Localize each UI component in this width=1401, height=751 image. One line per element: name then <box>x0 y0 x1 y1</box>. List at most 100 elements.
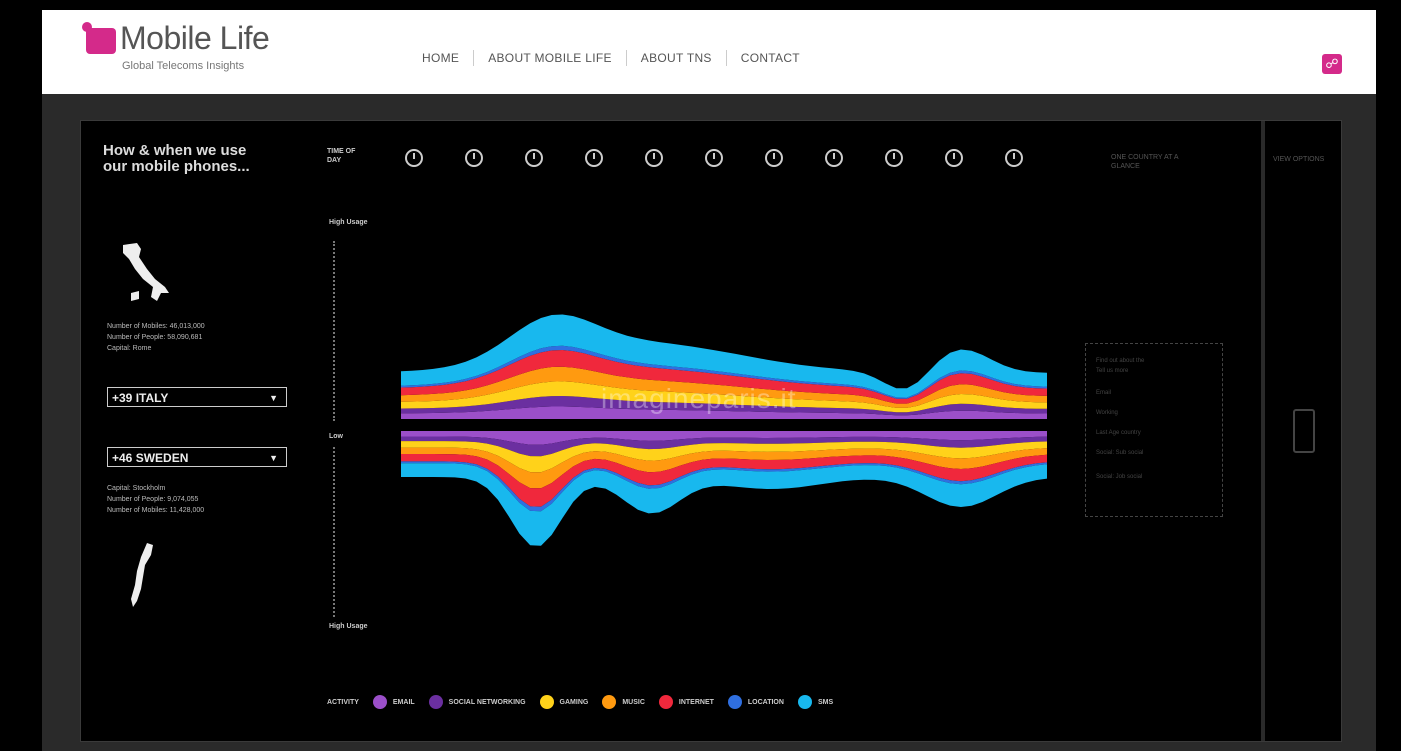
stream-layer-social-networking <box>401 436 1047 457</box>
legend-dot <box>658 695 673 709</box>
clock-icon <box>945 149 963 167</box>
legend-dot <box>372 695 387 709</box>
stream-layer-location <box>401 345 1047 399</box>
axis-bottom-label: High Usage <box>329 623 368 630</box>
legend-item-internet[interactable]: INTERNET <box>658 695 714 709</box>
axis-line-bottom <box>333 447 336 617</box>
clock-icon <box>465 149 483 167</box>
logo-title: Mobile Life <box>120 20 270 56</box>
info-line: Social: Job social <box>1096 474 1143 480</box>
stream-layer-gaming <box>401 381 1047 413</box>
clock-icon <box>525 149 543 167</box>
info-popup: Find out about the Tell us more Email Wo… <box>1085 343 1223 517</box>
stream-layer-gaming <box>401 441 1047 473</box>
legend-dot <box>428 695 443 709</box>
stat-line: Number of Mobiles: 11,428,000 <box>107 507 205 514</box>
country-bottom-select[interactable]: +46 SWEDEN ▼ <box>107 447 287 467</box>
axis-mid-label: Low <box>329 433 343 440</box>
one-country-label: ONE COUNTRY AT A GLANCE <box>1111 154 1179 170</box>
nav-home[interactable]: HOME <box>422 51 460 65</box>
legend-dot <box>727 695 742 709</box>
panel-divider <box>1261 121 1265 741</box>
clock-icon <box>645 149 663 167</box>
stat-line: Number of Mobiles: 46,013,000 <box>107 323 205 330</box>
legend-label: SMS <box>817 698 834 706</box>
country-bottom-value: +46 SWEDEN <box>112 451 189 465</box>
logo-subtitle: Global Telecoms Insights <box>122 60 245 72</box>
info-line: Working <box>1096 410 1118 416</box>
page: Mobile Life Global Telecoms Insights HOM… <box>42 10 1376 751</box>
time-of-day-label: TIME OF DAY <box>327 148 356 164</box>
clock-icon <box>705 149 723 167</box>
info-line: Tell us more <box>1096 368 1129 374</box>
logo-mark-icon <box>82 22 116 54</box>
stream-layer-internet <box>401 454 1047 507</box>
legend-title: ACTIVITY <box>327 698 359 706</box>
legend-label: INTERNET <box>678 698 714 706</box>
clock-icon <box>825 149 843 167</box>
stat-line: Number of People: 9,074,055 <box>107 496 199 503</box>
country-top-value: +39 ITALY <box>112 391 169 405</box>
legend-label: MUSIC <box>622 698 645 706</box>
logo[interactable]: Mobile Life Global Telecoms Insights <box>82 20 286 86</box>
legend-label: LOCATION <box>747 698 784 706</box>
info-line: Social: Sub social <box>1096 450 1144 456</box>
legend-item-gaming[interactable]: GAMING <box>539 695 589 709</box>
share-icon[interactable]: ☍ <box>1322 54 1342 74</box>
usage-streamgraph <box>401 314 1047 546</box>
legend-item-social-networking[interactable]: SOCIAL NETWORKING <box>428 695 526 709</box>
legend-label: SOCIAL NETWORKING <box>448 698 526 706</box>
clock-icon <box>585 149 603 167</box>
nav-separator <box>473 50 475 66</box>
clock-icon <box>765 149 783 167</box>
axis-line-top <box>333 241 336 421</box>
legend-dot <box>797 695 812 709</box>
nav-about-mobile-life[interactable]: ABOUT MOBILE LIFE <box>488 51 612 65</box>
stream-layer-email <box>401 431 1047 445</box>
nav-separator <box>725 50 727 66</box>
stream-layer-music <box>401 447 1047 489</box>
chevron-down-icon: ▼ <box>269 393 278 403</box>
axis-top-label: High Usage <box>329 219 368 226</box>
legend-item-location[interactable]: LOCATION <box>727 695 784 709</box>
legend-label: GAMING <box>559 698 589 706</box>
streamgraph-top <box>401 314 1047 419</box>
nav-contact[interactable]: CONTACT <box>740 51 800 65</box>
site-header: Mobile Life Global Telecoms Insights HOM… <box>42 10 1376 94</box>
phone-icon[interactable] <box>1293 409 1315 453</box>
clock-icon <box>885 149 903 167</box>
legend-dot <box>602 695 617 709</box>
main-nav: HOME ABOUT MOBILE LIFE ABOUT TNS CONTACT <box>408 50 814 66</box>
country-top-select[interactable]: +39 ITALY ▼ <box>107 387 287 407</box>
country-bottom-stats: Capital: Stockholm Number of People: 9,0… <box>107 483 204 516</box>
nav-about-tns[interactable]: ABOUT TNS <box>640 51 712 65</box>
viz-heading: How & when we use our mobile phones... <box>103 142 250 175</box>
stream-layer-internet <box>401 350 1047 404</box>
stat-line: Number of People: 58,090,681 <box>107 334 203 341</box>
legend-label: EMAIL <box>392 698 415 706</box>
activity-legend: ACTIVITY EMAIL SOCIAL NETWORKING GAMING … <box>327 695 847 709</box>
stream-layer-music <box>401 366 1047 408</box>
sweden-map-icon <box>131 543 153 607</box>
legend-item-email[interactable]: EMAIL <box>372 695 415 709</box>
legend-item-sms[interactable]: SMS <box>797 695 834 709</box>
view-options-label: VIEW OPTIONS <box>1273 156 1325 163</box>
clock-icon <box>1005 149 1023 167</box>
streamgraph-bottom <box>401 431 1047 546</box>
stat-line: Capital: Stockholm <box>107 485 166 492</box>
info-line: Find out about the <box>1096 358 1145 364</box>
stream-layer-email <box>401 406 1047 419</box>
italy-map-icon <box>123 243 169 301</box>
stream-layer-social-networking <box>401 396 1047 416</box>
stat-line: Capital: Rome <box>107 345 152 352</box>
chevron-down-icon: ▼ <box>269 453 278 463</box>
legend-dot <box>539 695 554 709</box>
nav-separator <box>625 50 627 66</box>
visualization-panel: How & when we use our mobile phones... N… <box>80 120 1342 742</box>
country-top-stats: Number of Mobiles: 46,013,000 Number of … <box>107 321 205 354</box>
watermark: imagineparis.it <box>601 383 797 414</box>
info-line: Last Age country <box>1096 430 1141 436</box>
legend-item-music[interactable]: MUSIC <box>602 695 645 709</box>
clock-icon <box>405 149 423 167</box>
info-line: Email <box>1096 390 1112 396</box>
